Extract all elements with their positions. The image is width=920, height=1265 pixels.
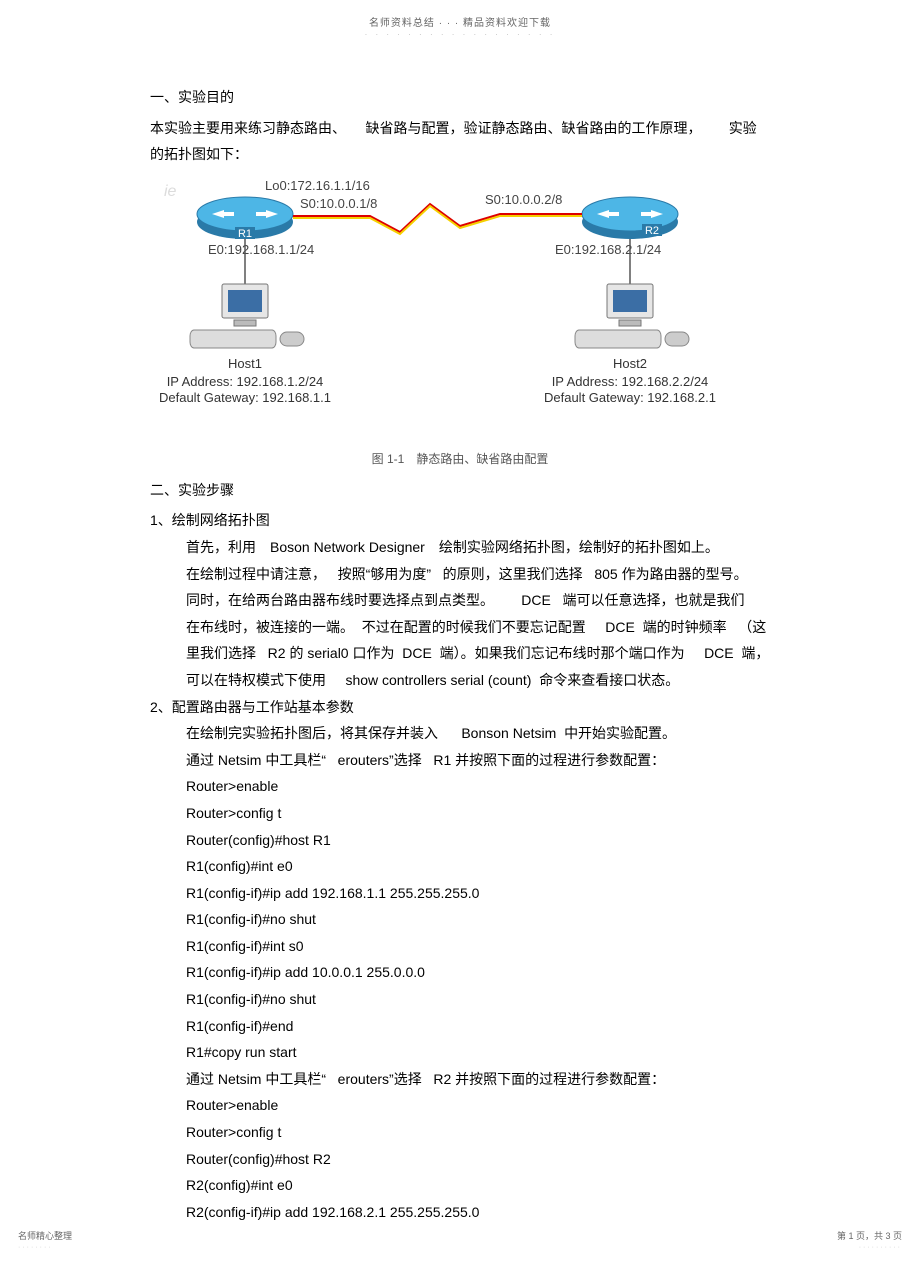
p2c: 的原则，这里我们选择 (443, 566, 583, 582)
footer-right-text: 第 1 页，共 3 页 (837, 1231, 902, 1241)
p6a: 可以在特权模式下使用 (186, 672, 326, 688)
svg-text:IP Address: 192.168.2.2/24: IP Address: 192.168.2.2/24 (552, 374, 709, 389)
intro-line-2: 的拓扑图如下： (150, 141, 770, 168)
p5c: DCE (402, 645, 432, 661)
svg-text:Lo0:172.16.1.1/16: Lo0:172.16.1.1/16 (265, 178, 370, 193)
q1b: Bonson Netsim (461, 725, 556, 741)
footer-left: 名师精心整理 ········ (18, 1232, 72, 1252)
cmd-r1-0: Router>enable (186, 773, 770, 800)
cmd-r1-9: R1(config-if)#end (186, 1013, 770, 1040)
p5d: 端）。如果我们忘记布线时那个端口作为 (440, 645, 685, 661)
cmd-r2-0: Router>enable (186, 1092, 770, 1119)
svg-text:S0:10.0.0.2/8: S0:10.0.0.2/8 (485, 192, 562, 207)
svg-text:S0:10.0.0.1/8: S0:10.0.0.1/8 (300, 196, 377, 211)
step1-p4: 在布线时，被连接的一端。 不过在配置的时候我们不要忘记配置 DCE 端的时钟频率… (186, 614, 770, 641)
p2b: 按照“够用为度” (338, 566, 431, 582)
p4b: 不过在配置的时候我们不要忘记配置 (362, 619, 586, 635)
p5e: DCE (704, 645, 734, 661)
topology-diagram: ie R1 R2 (150, 174, 770, 444)
q2c: R1 并按照下面的过程进行参数配置： (433, 752, 665, 768)
svg-text:E0:192.168.2.1/24: E0:192.168.2.1/24 (555, 242, 661, 257)
section-1-title: 一、实验目的 (150, 84, 770, 111)
svg-text:Host1: Host1 (228, 356, 262, 371)
svg-text:R2: R2 (645, 225, 659, 237)
step2-q1: 在绘制完实验拓扑图后，将其保存并装入 Bonson Netsim 中开始实验配置… (186, 720, 770, 747)
cmd-r1-1: Router>config t (186, 800, 770, 827)
section-2-title: 二、实验步骤 (150, 477, 770, 504)
svg-text:IP Address: 192.168.1.2/24: IP Address: 192.168.1.2/24 (167, 374, 324, 389)
p3b: DCE (521, 592, 551, 608)
p2a: 在绘制过程中请注意， (186, 566, 326, 582)
cmd-r1-5: R1(config-if)#no shut (186, 906, 770, 933)
cmd-r2-3: R2(config)#int e0 (186, 1172, 770, 1199)
step1-p1: 首先，利用 Boson Network Designer 绘制实验网络拓扑图，绘… (186, 534, 770, 561)
cmd-r1-3: R1(config)#int e0 (186, 853, 770, 880)
cmd-r2-2: Router(config)#host R2 (186, 1146, 770, 1173)
cmd-r1-6: R1(config-if)#int s0 (186, 933, 770, 960)
footer-left-text: 名师精心整理 (18, 1231, 72, 1241)
p6c: 命令来查看接口状态。 (539, 672, 679, 688)
svg-text:Default Gateway: 192.168.1.1: Default Gateway: 192.168.1.1 (159, 390, 331, 405)
intro-seg-3: 实验 (729, 120, 757, 136)
q3c: R2 并按照下面的过程进行参数配置： (433, 1071, 665, 1087)
header-line: 名师资料总结 · · · 精品资料欢迎下载 (369, 18, 551, 29)
p4c: DCE (605, 619, 635, 635)
svg-text:ie: ie (164, 183, 177, 200)
step-2-title: 2、配置路由器与工作站基本参数 (150, 694, 770, 721)
p5f: 端， (741, 645, 769, 661)
cmd-r1-10: R1#copy run start (186, 1039, 770, 1066)
step1-p5: 里我们选择 R2 的 serial0 口作为 DCE 端）。如果我们忘记布线时那… (186, 640, 770, 667)
step1-p3: 同时，在给两台路由器布线时要选择点到点类型。 DCE 端可以任意选择，也就是我们 (186, 587, 770, 614)
diagram-caption: 图 1-1 静态路由、缺省路由配置 (150, 450, 770, 467)
step2-q3: 通过 Netsim 中工具栏“ erouters”选择 R2 并按照下面的过程进… (186, 1066, 770, 1093)
intro-seg-2: 缺省路与配置，验证静态路由、缺省路由的工作原理， (365, 120, 701, 136)
svg-text:Host2: Host2 (613, 356, 647, 371)
cmd-r1-7: R1(config-if)#ip add 10.0.0.1 255.0.0.0 (186, 959, 770, 986)
cmd-r1-2: Router(config)#host R1 (186, 827, 770, 854)
intro-seg-1: 本实验主要用来练习静态路由、 (150, 120, 346, 136)
cmd-r2-4: R2(config-if)#ip add 192.168.2.1 255.255… (186, 1199, 770, 1226)
cmd-r1-8: R1(config-if)#no shut (186, 986, 770, 1013)
p5b: R2 的 serial0 口作为 (268, 645, 395, 661)
p2d: 805 作为路由器的型号。 (594, 566, 747, 582)
header-dots: · · · · · · · · · · · · · · · · · · (365, 30, 556, 39)
step1-p6: 可以在特权模式下使用 show controllers serial (coun… (186, 667, 770, 694)
q3a: 通过 Netsim 中工具栏“ (186, 1071, 326, 1087)
r1-label-svg: R1 (238, 228, 252, 240)
intro-line-1: 本实验主要用来练习静态路由、 缺省路与配置，验证静态路由、缺省路由的工作原理， … (150, 115, 770, 142)
svg-text:E0:192.168.1.1/24: E0:192.168.1.1/24 (208, 242, 314, 257)
svg-text:Default Gateway: 192.168.2.1: Default Gateway: 192.168.2.1 (544, 390, 716, 405)
p6b: show controllers serial (count) (345, 672, 531, 688)
q2a: 通过 Netsim 中工具栏“ (186, 752, 326, 768)
q1a: 在绘制完实验拓扑图后，将其保存并装入 (186, 725, 438, 741)
step2-q2: 通过 Netsim 中工具栏“ erouters”选择 R1 并按照下面的过程进… (186, 747, 770, 774)
p3a: 同时，在给两台路由器布线时要选择点到点类型。 (186, 592, 494, 608)
p4a: 在布线时，被连接的一端。 (186, 619, 354, 635)
q3b: erouters”选择 (338, 1071, 422, 1087)
p5a: 里我们选择 (186, 645, 256, 661)
page-header: 名师资料总结 · · · 精品资料欢迎下载 · · · · · · · · · … (60, 10, 860, 80)
step1-p2: 在绘制过程中请注意， 按照“够用为度” 的原则，这里我们选择 805 作为路由器… (186, 561, 770, 588)
cmd-r2-1: Router>config t (186, 1119, 770, 1146)
cmd-r1-4: R1(config-if)#ip add 192.168.1.1 255.255… (186, 880, 770, 907)
page-root: 名师资料总结 · · · 精品资料欢迎下载 · · · · · · · · · … (0, 0, 920, 1265)
footer-left-dots: ········ (18, 1244, 53, 1251)
q2b: erouters”选择 (338, 752, 422, 768)
step-1-title: 1、绘制网络拓扑图 (150, 507, 770, 534)
footer-right: 第 1 页，共 3 页 ·········· (837, 1232, 902, 1252)
p3c: 端可以任意选择，也就是我们 (562, 592, 744, 608)
q1c: 中开始实验配置。 (564, 725, 676, 741)
p4d: 端的时钟频率 (643, 619, 727, 635)
footer-right-dots: ·········· (859, 1244, 902, 1251)
p4e: （这 (738, 619, 766, 635)
